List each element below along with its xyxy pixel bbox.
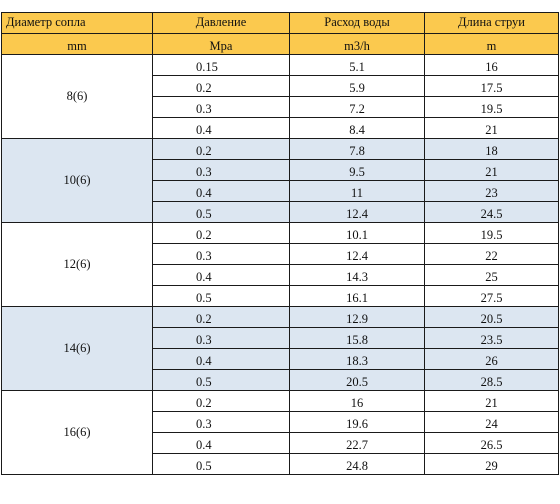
table-row: 0.4 11 23 <box>2 180 559 202</box>
jet-length-cell: 25 <box>424 264 559 286</box>
table-row: 0.5 20.5 28.5 <box>2 369 559 391</box>
table-row: 10(6) 0.2 7.8 18 <box>1 138 559 223</box>
pressure-cell: 0.3 <box>152 96 290 118</box>
jet-length-cell: 17.5 <box>424 75 559 97</box>
jet-length-cell: 21 <box>424 117 559 139</box>
flow-cell: 10.1 <box>289 222 425 244</box>
pressure-cell: 0.5 <box>152 201 290 223</box>
jet-length-cell: 19.5 <box>424 222 559 244</box>
flow-cell: 12.9 <box>289 306 425 328</box>
table-row: 14(6) 0.2 12.9 20.5 <box>1 306 559 391</box>
diameter-cell: 8(6) <box>1 54 153 139</box>
diameter-cell: 10(6) <box>1 138 153 223</box>
flow-cell: 9.5 <box>289 159 425 181</box>
jet-length-cell: 28.5 <box>424 369 559 391</box>
flow-cell: 16 <box>289 390 425 412</box>
flow-cell: 5.9 <box>289 75 425 97</box>
table-body: 8(6) 0.15 5.1 16 0.2 5.9 17.5 0.3 7.2 19.5 0.4 8.4 2… <box>1 54 559 475</box>
pressure-cell: 0.5 <box>152 285 290 307</box>
jet-length-cell: 24.5 <box>424 201 559 223</box>
table-row: 0.5 24.8 29 <box>2 453 559 475</box>
jet-length-cell: 26.5 <box>424 432 559 454</box>
jet-length-cell: 23 <box>424 180 559 202</box>
jet-length-cell: 29 <box>424 453 559 475</box>
jet-length-cell: 16 <box>424 54 559 76</box>
jet-length-cell: 20.5 <box>424 306 559 328</box>
pressure-cell: 0.4 <box>152 348 290 370</box>
header-jet-length: Длина струи <box>424 12 559 34</box>
diameter-cell: 12(6) <box>1 222 153 307</box>
table-row: 0.5 12.4 24.5 <box>2 201 559 223</box>
flow-cell: 22.7 <box>289 432 425 454</box>
flow-cell: 18.3 <box>289 348 425 370</box>
units-row: mm Mpa m3/h m <box>1 33 559 55</box>
flow-cell: 12.4 <box>289 201 425 223</box>
flow-cell: 20.5 <box>289 369 425 391</box>
table-row: 16(6) 0.2 16 21 <box>1 390 559 475</box>
flow-cell: 16.1 <box>289 285 425 307</box>
pressure-cell: 0.3 <box>152 411 290 433</box>
pressure-cell: 0.3 <box>152 159 290 181</box>
jet-length-cell: 22 <box>424 243 559 265</box>
diameter-cell: 16(6) <box>1 390 153 475</box>
jet-length-cell: 21 <box>424 159 559 181</box>
pressure-cell: 0.4 <box>152 117 290 139</box>
jet-length-cell: 21 <box>424 390 559 412</box>
jet-length-cell: 24 <box>424 411 559 433</box>
table-row: 0.3 9.5 21 <box>2 159 559 181</box>
jet-length-cell: 26 <box>424 348 559 370</box>
flow-cell: 24.8 <box>289 453 425 475</box>
unit-flow: m3/h <box>289 33 425 55</box>
flow-cell: 8.4 <box>289 117 425 139</box>
pressure-cell: 0.4 <box>152 264 290 286</box>
pressure-cell: 0.5 <box>152 369 290 391</box>
table-row: 8(6) 0.15 5.1 16 <box>1 54 559 139</box>
flow-cell: 7.2 <box>289 96 425 118</box>
pressure-cell: 0.2 <box>152 390 290 412</box>
header-diameter: Диаметр сопла <box>1 12 153 34</box>
flow-cell: 14.3 <box>289 264 425 286</box>
table-row: 12(6) 0.2 10.1 19.5 <box>1 222 559 307</box>
pressure-cell: 0.15 <box>152 54 290 76</box>
nozzle-spec-table: Диаметр сопла Давление Расход воды Длина… <box>1 12 559 475</box>
jet-length-cell: 18 <box>424 138 559 160</box>
pressure-cell: 0.2 <box>152 222 290 244</box>
table-header: Диаметр сопла Давление Расход воды Длина… <box>1 12 559 55</box>
flow-cell: 7.8 <box>289 138 425 160</box>
table-row: 0.3 19.6 24 <box>2 411 559 433</box>
flow-cell: 12.4 <box>289 243 425 265</box>
table-row: 0.4 18.3 26 <box>2 348 559 370</box>
flow-cell: 5.1 <box>289 54 425 76</box>
pressure-cell: 0.3 <box>152 327 290 349</box>
jet-length-cell: 27.5 <box>424 285 559 307</box>
diameter-cell: 14(6) <box>1 306 153 391</box>
header-row: Диаметр сопла Давление Расход воды Длина… <box>1 12 559 34</box>
pressure-cell: 0.2 <box>152 75 290 97</box>
pressure-cell: 0.2 <box>152 306 290 328</box>
jet-length-cell: 23.5 <box>424 327 559 349</box>
flow-cell: 11 <box>289 180 425 202</box>
pressure-cell: 0.4 <box>152 180 290 202</box>
unit-diameter: mm <box>1 33 153 55</box>
table-row: 0.4 22.7 26.5 <box>2 432 559 454</box>
unit-pressure: Mpa <box>152 33 290 55</box>
flow-cell: 19.6 <box>289 411 425 433</box>
pressure-cell: 0.5 <box>152 453 290 475</box>
header-pressure: Давление <box>152 12 290 34</box>
flow-cell: 15.8 <box>289 327 425 349</box>
header-flow: Расход воды <box>289 12 425 34</box>
pressure-cell: 0.4 <box>152 432 290 454</box>
pressure-cell: 0.3 <box>152 243 290 265</box>
jet-length-cell: 19.5 <box>424 96 559 118</box>
pressure-cell: 0.2 <box>152 138 290 160</box>
table-row: 0.3 7.2 19.5 <box>2 96 559 118</box>
unit-jet-length: m <box>424 33 559 55</box>
nozzle-spec-table-container: Диаметр сопла Давление Расход воды Длина… <box>1 12 559 475</box>
